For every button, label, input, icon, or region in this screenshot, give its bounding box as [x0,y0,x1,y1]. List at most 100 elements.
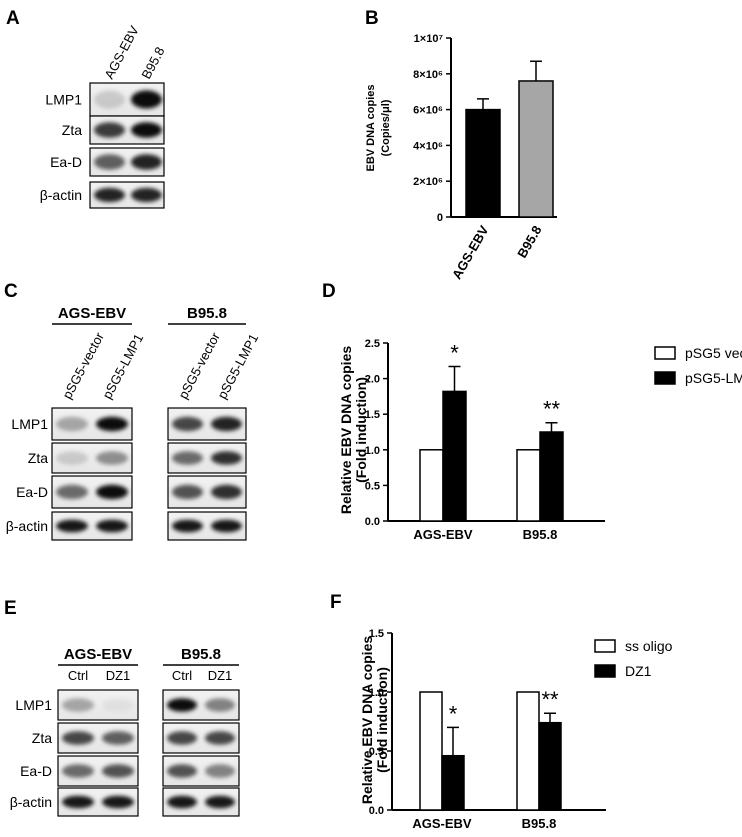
chart-d-y-tick-label: 1.5 [365,409,380,421]
chart-b-y-tick-label: 8×10⁶ [413,69,443,81]
chart-f-bar [441,754,465,811]
e-lane-label: DZ1 [208,668,233,683]
chart-d-x-tick-label: AGS-EBV [413,527,473,542]
e-blot-band [102,731,134,745]
chart-d-bar [442,390,467,522]
blot-band [131,187,162,203]
protein-label: β-actin [40,187,82,203]
panel-letter-d: D [322,281,336,302]
protein-label: Ea-D [50,154,82,170]
c-group-title: AGS-EBV [58,305,126,322]
c-protein-label: Ea-D [16,484,48,500]
e-blot-band [205,795,235,809]
protein-label: LMP1 [45,92,82,108]
chart-b-y-tick-label: 0 [437,212,443,224]
chart-d-legend-swatch [654,346,676,360]
c-group-title: B95.8 [187,305,227,322]
chart-d-legend-label: pSG5 vector [685,345,742,361]
c-blot-band [172,451,203,465]
chart-b-y-label: EBV DNA copies [365,84,377,171]
c-blot-band [56,416,88,432]
chart-d-bar [539,431,564,522]
chart-b-bar [465,108,501,218]
chart-f-legend-label: ss oligo [625,638,673,654]
chart-d-significance: * [450,340,459,365]
chart-d-y-label: Relative EBV DNA copies [338,346,354,515]
e-protein-label: β-actin [10,794,52,810]
chart-d-significance: ** [543,397,561,422]
chart-f-bar [538,721,562,811]
chart-f-y-label: Relative EBV DNA copies [359,636,375,805]
chart-f-y-tick-label: 0.0 [369,805,384,817]
chart-b-y-tick-label: 6×10⁶ [413,105,443,117]
chart-d-bar [516,449,541,522]
chart-b-y-label: (Copies/μl) [380,99,392,156]
c-blot-band [56,519,88,533]
e-blot-band [102,764,134,778]
c-blot-band [211,416,242,432]
chart-b-y-tick-label: 2×10⁶ [413,176,443,188]
chart-f-legend-swatch [594,664,616,678]
chart-f-significance: ** [541,687,559,712]
c-blot-band [172,484,203,500]
panel-letter-f: F [330,592,342,613]
c-protein-label: LMP1 [11,416,48,432]
chart-f-legend-swatch [594,639,616,653]
e-protein-label: Ea-D [20,763,52,779]
e-blot-band [167,795,197,809]
e-blot-band [62,731,94,745]
c-blot-band [172,519,203,533]
chart-b-x-tick-label: AGS-EBV [449,223,492,282]
c-blot-band [56,484,88,500]
c-blot-band [96,519,128,533]
chart-d-y-tick-label: 0.5 [365,480,380,492]
panel-letter-c: C [4,281,18,302]
chart-f-y-label: (Fold induction) [374,667,390,773]
blot-band [131,122,162,138]
e-blot-band [62,764,94,778]
lane-label: B95.8 [138,44,167,81]
c-protein-label: Zta [28,450,48,466]
blot-band [94,187,125,203]
blot-band [94,154,125,170]
chart-d-y-tick-label: 1.0 [365,445,380,457]
chart-f-x-tick-label: B95.8 [522,816,557,831]
e-protein-label: LMP1 [15,697,52,713]
e-blot-band [205,698,235,712]
chart-d-y-tick-label: 2.0 [365,374,380,386]
e-blot-band [102,795,134,809]
e-lane-label: Ctrl [172,668,192,683]
e-blot-band [62,795,94,809]
panel-letter-a: A [6,8,20,29]
c-blot-band [211,484,242,500]
blot-band [94,90,125,109]
lane-label: AGS-EBV [101,23,142,81]
blot-band [131,154,162,170]
chart-d-y-label: (Fold induction) [353,377,369,483]
chart-b-bar [518,80,554,218]
chart-f-legend-label: DZ1 [625,663,652,679]
chart-f-y-tick-label: 1.5 [369,628,384,640]
c-blot-band [56,451,88,465]
chart-d-legend-label: pSG5-LMP1 [685,370,742,386]
chart-b-x-tick-label: B95.8 [514,223,544,261]
chart-d-legend-swatch [654,371,676,385]
e-blot-band [167,764,197,778]
e-group-title: AGS-EBV [64,646,132,663]
c-blot-band [96,484,128,500]
chart-b-y-tick-label: 1×10⁷ [414,33,444,45]
chart-d-bar [419,449,444,522]
e-blot-band [167,698,197,712]
e-blot-band [62,698,94,712]
chart-f-bar [419,691,443,811]
chart-d-y-tick-label: 2.5 [365,338,380,350]
panel-letter-b: B [365,8,379,29]
chart-f-x-tick-label: AGS-EBV [412,816,472,831]
chart-d-x-tick-label: B95.8 [523,527,558,542]
c-lane-label: pSG5-LMP1 [99,331,146,401]
blot-band [131,90,162,109]
c-lane-label: pSG5-LMP1 [214,331,261,401]
panel-letter-e: E [4,598,17,619]
c-protein-label: β-actin [6,518,48,534]
